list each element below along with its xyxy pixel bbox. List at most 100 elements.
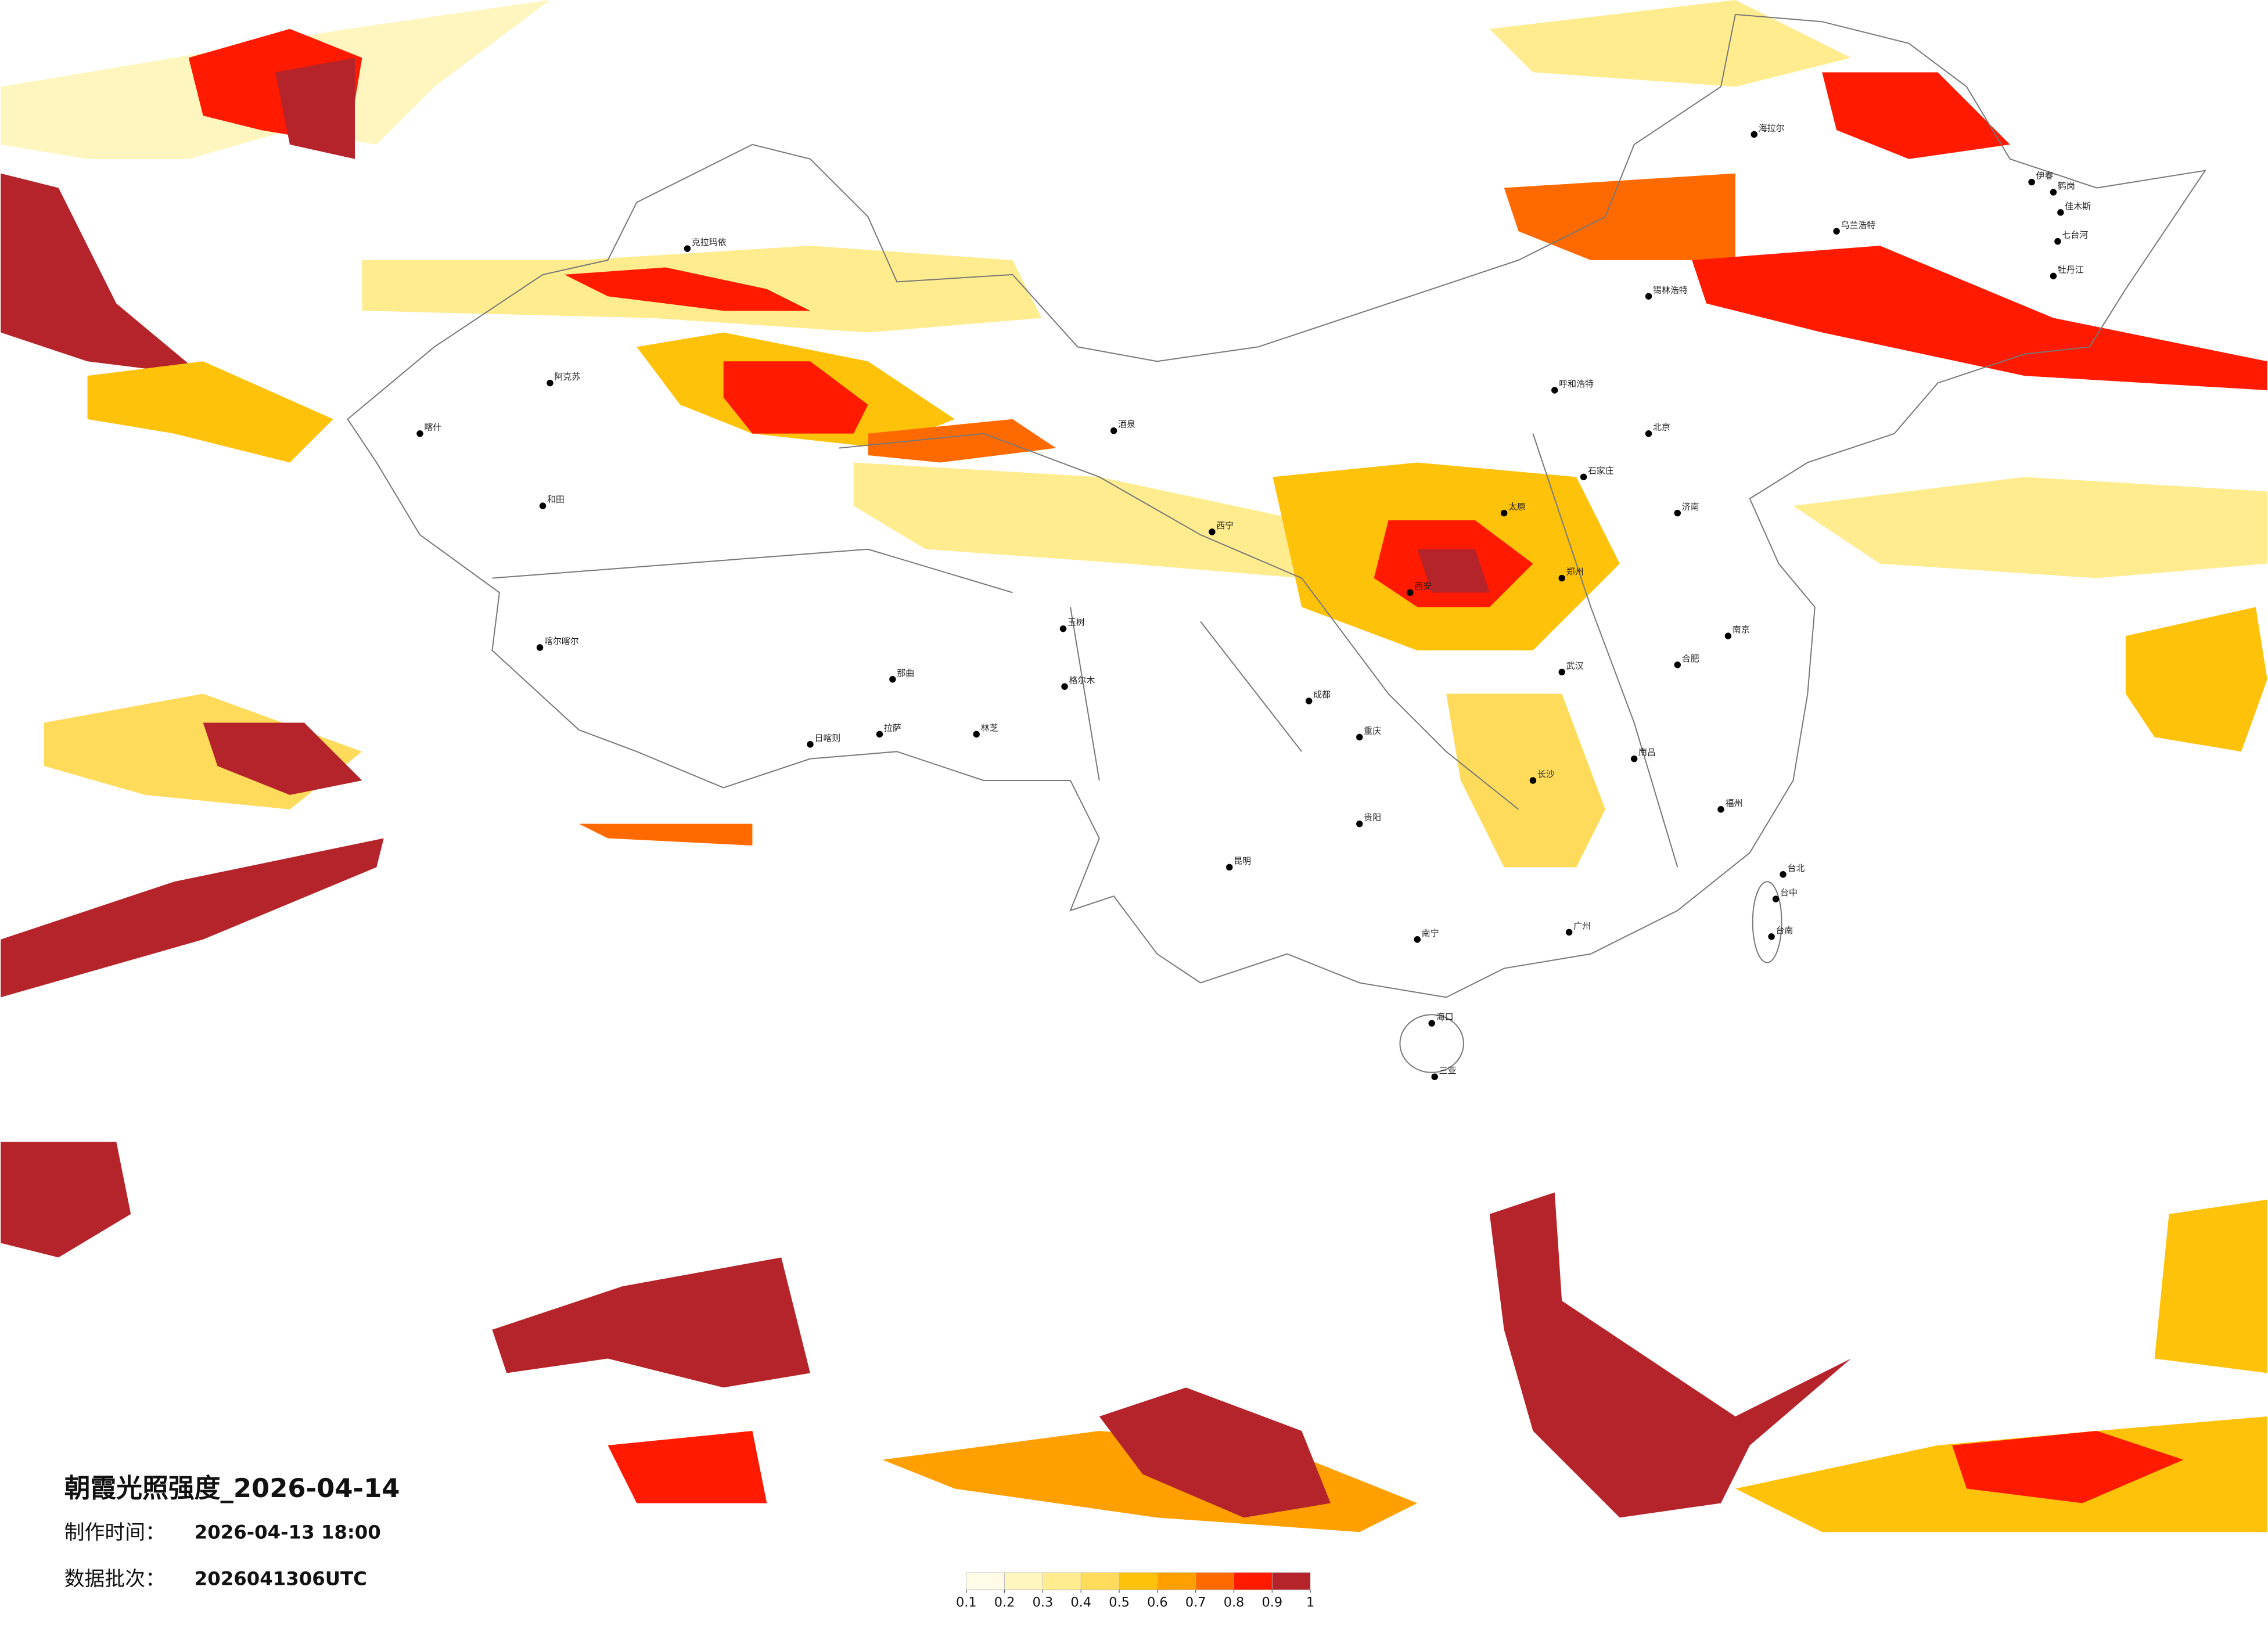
colorbar-tick-label: 1: [1306, 1595, 1314, 1610]
city-label: 喀什: [424, 422, 441, 433]
colorbar-swatch: [1080, 1572, 1120, 1591]
city-label: 广州: [1573, 920, 1591, 931]
city-label: 太原: [1508, 502, 1526, 512]
city-label: 日喀则: [814, 733, 840, 743]
city-label: 格尔木: [1069, 675, 1095, 685]
area: [1099, 1387, 1331, 1518]
city-label: 台南: [1776, 925, 1793, 936]
batch-value: 2026041306UTC: [195, 1567, 367, 1589]
map-title: 朝霞光照强度_2026-04-14: [64, 1473, 400, 1503]
city-label: 拉萨: [884, 722, 901, 733]
area: [2154, 1199, 2267, 1373]
city-dot: [539, 502, 547, 509]
made-label: 制作时间：: [64, 1521, 166, 1545]
area: [1489, 0, 1851, 87]
city-dot: [1558, 668, 1565, 676]
city-dot: [1580, 473, 1587, 481]
area: [1446, 693, 1605, 868]
city-dot: [1630, 755, 1638, 762]
colorbar-tick-label: 0.1: [956, 1595, 977, 1610]
area: [203, 722, 362, 795]
colorbar-swatch: [966, 1572, 1005, 1591]
city-dot: [807, 741, 814, 748]
city-dot: [1645, 430, 1652, 437]
city-dot: [1059, 625, 1067, 632]
area: [868, 419, 1056, 463]
city-label: 石家庄: [1588, 465, 1614, 476]
city-label: 酒泉: [1118, 419, 1135, 430]
city-label: 北京: [1653, 422, 1670, 433]
made-value: 2026-04-13 18:00: [195, 1521, 381, 1544]
province-border: [492, 433, 1678, 868]
city-dot: [876, 731, 883, 738]
colorbar-swatch: [1119, 1572, 1158, 1591]
colorbar-tick-label: 0.9: [1262, 1595, 1283, 1610]
city-dot: [2054, 238, 2061, 245]
colorbar-swatch: [1195, 1572, 1234, 1591]
city-dot: [1061, 683, 1068, 690]
island-border: [1399, 1014, 1464, 1073]
area: [492, 1257, 810, 1388]
city-dot: [1209, 528, 1216, 535]
city-label: 南京: [1733, 624, 1750, 635]
city-dot: [1428, 1020, 1435, 1027]
city-label: 三亚: [1439, 1065, 1457, 1075]
city-dot: [536, 644, 544, 651]
city-dot: [1356, 820, 1363, 828]
city-label: 台北: [1787, 863, 1805, 873]
colorbar-tick-label: 0.2: [994, 1595, 1015, 1610]
area: [578, 823, 753, 846]
area: [1489, 1192, 1851, 1518]
city-label: 乌兰浩特: [1841, 220, 1876, 230]
city-label: 牡丹江: [2058, 264, 2084, 275]
colorbar-tick-label: 0.4: [1070, 1595, 1091, 1610]
city-label: 合肥: [1682, 653, 1699, 664]
colorbar-tick-label: 0.7: [1185, 1595, 1206, 1610]
colorbar-swatch: [1004, 1572, 1043, 1591]
city-label: 林芝: [981, 722, 998, 733]
city-label: 锡林浩特: [1653, 285, 1688, 295]
city-label: 呼和浩特: [1559, 379, 1594, 389]
city-dot: [1414, 936, 1421, 943]
city-dot: [547, 379, 553, 387]
area: [1793, 477, 2267, 578]
city-dot: [1529, 777, 1537, 784]
city-dot: [1780, 871, 1787, 878]
city-label: 南昌: [1638, 747, 1656, 758]
city-dot: [889, 676, 896, 683]
city-dot: [1724, 632, 1732, 639]
city-label: 台中: [1780, 887, 1798, 898]
city-dot: [2028, 178, 2035, 186]
city-label: 福州: [1725, 798, 1742, 808]
city-dot: [684, 245, 691, 252]
colorbar-tick-label: 0.5: [1109, 1595, 1130, 1610]
city-label: 喀尔喀尔: [544, 636, 579, 646]
city-dot: [1110, 427, 1117, 434]
colorbar-swatch: [1234, 1572, 1273, 1591]
city-label: 伊春: [2036, 171, 2054, 181]
area: [1417, 549, 1490, 593]
city-dot: [1305, 697, 1313, 704]
island-border: [1752, 881, 1782, 963]
city-dot: [1226, 864, 1233, 871]
city-label: 鹤岗: [2058, 181, 2075, 191]
city-label: 贵阳: [1364, 812, 1381, 823]
area: [564, 267, 810, 311]
city-label: 阿克苏: [554, 372, 580, 382]
city-label: 和田: [547, 494, 565, 505]
city-dot: [416, 430, 423, 437]
city-dot: [1407, 589, 1414, 596]
city-dot: [973, 731, 980, 738]
area: [1822, 72, 2010, 159]
city-dot: [1674, 509, 1681, 517]
colorbar-tick-label: 0.3: [1033, 1595, 1054, 1610]
city-label: 西安: [1414, 581, 1432, 591]
country-border: [347, 13, 2206, 998]
city-dot: [2050, 189, 2057, 196]
city-dot: [1431, 1073, 1438, 1080]
city-label: 克拉玛依: [692, 237, 727, 247]
city-dot: [1674, 661, 1681, 668]
city-label: 七台河: [2062, 230, 2088, 240]
